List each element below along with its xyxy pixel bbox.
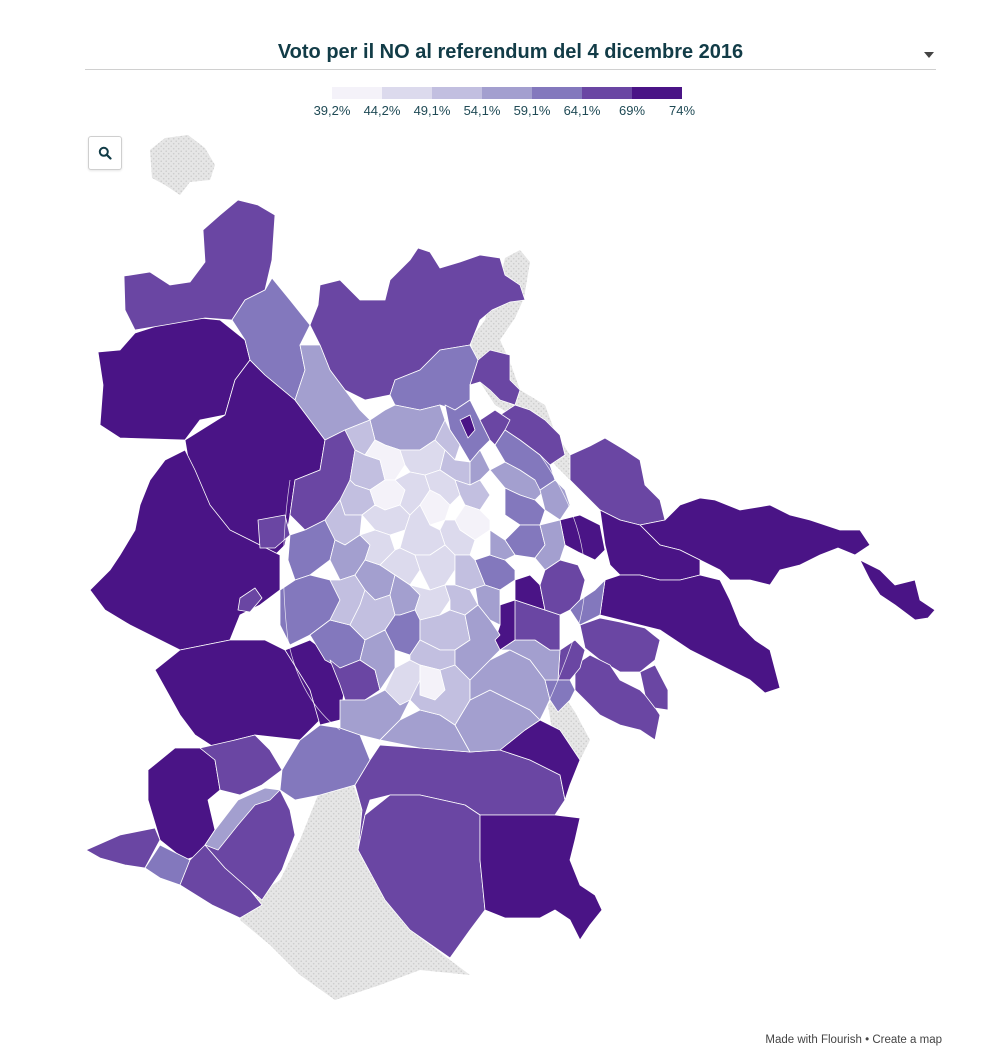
legend-label-7: 69%: [618, 103, 646, 118]
legend-swatch-2: [382, 87, 433, 99]
no-data-area-east: [470, 250, 612, 480]
district-south-east-dark: [479, 814, 603, 941]
district-center-21: [454, 604, 501, 681]
district-inner-se-2: [544, 679, 576, 713]
district-northeast-arm: [569, 437, 666, 526]
district-east-far: [639, 497, 871, 586]
legend-label-5: 59,1%: [513, 103, 551, 118]
map-title: Voto per il NO al referendum del 4 dicem…: [277, 41, 744, 63]
district-southeast-2: [574, 654, 661, 741]
legend-swatch-6: [582, 87, 633, 99]
district-inner-west-2: [257, 514, 291, 549]
search-button[interactable]: [88, 136, 122, 170]
district-inner-e-8: [489, 529, 516, 561]
district-center-7: [454, 479, 491, 511]
districts: [85, 199, 936, 959]
no-data-areas: [150, 135, 612, 1000]
district-north-far: [123, 199, 276, 331]
legend-label-1: 39,2%: [313, 103, 351, 118]
legend-label-6: 64,1%: [563, 103, 601, 118]
district-inner-west-3: [287, 519, 336, 581]
color-legend: 39,2% 44,2% 49,1% 54,1% 59,1% 64,1% 69% 74%: [300, 86, 710, 126]
district-center-n-8: [469, 449, 491, 486]
legend-swatch-1: [332, 87, 383, 99]
district-southwest-mid: [199, 734, 283, 796]
district-east-inner: [559, 514, 606, 561]
district-center-6: [424, 469, 461, 506]
district-inner-ne-2: [504, 487, 546, 526]
district-center-11: [379, 547, 421, 586]
district-inner-ne-5: [534, 519, 566, 571]
district-coast-strip: [85, 827, 161, 869]
credits: Made with Flourish • Create a map: [765, 1034, 942, 1046]
made-with-flourish-link[interactable]: Made with Flourish: [765, 1034, 862, 1046]
legend-label-2: 44,2%: [363, 103, 401, 118]
district-west-coast: [89, 449, 281, 651]
no-data-area-north: [150, 135, 215, 195]
district-east-tail: [859, 559, 936, 621]
district-south-light: [204, 787, 281, 851]
district-inner-west-5: [237, 587, 263, 613]
search-icon: [98, 146, 112, 160]
legend-label-4: 54,1%: [463, 103, 501, 118]
legend-label-3: 49,1%: [413, 103, 451, 118]
district-southeast-1: [579, 617, 661, 673]
chevron-down-icon: [924, 52, 934, 58]
legend-swatch-7: [632, 87, 682, 99]
credits-separator: •: [865, 1034, 870, 1046]
district-east-lower: [599, 574, 781, 694]
district-center-2: [361, 504, 411, 536]
legend-swatches: [332, 87, 682, 99]
legend-label-8: 74%: [668, 103, 696, 118]
district-southwest-far: [147, 747, 221, 861]
district-inner-ne-7: [459, 414, 476, 439]
district-inner-ne-9: [494, 429, 556, 491]
title-dropdown[interactable]: [922, 48, 936, 60]
district-center-22: [419, 664, 446, 701]
legend-swatch-4: [482, 87, 533, 99]
district-center-18: [359, 629, 396, 691]
map-header: Voto per il NO al referendum del 4 dicem…: [85, 38, 936, 70]
no-data-area-south: [240, 775, 470, 1000]
create-map-link[interactable]: Create a map: [872, 1034, 942, 1046]
district-center-13: [454, 554, 486, 591]
road-lines: [283, 454, 586, 731]
district-southeast-3: [639, 664, 669, 711]
district-inner-e-5: [569, 579, 606, 626]
legend-swatch-3: [432, 87, 483, 99]
legend-swatch-5: [532, 87, 583, 99]
